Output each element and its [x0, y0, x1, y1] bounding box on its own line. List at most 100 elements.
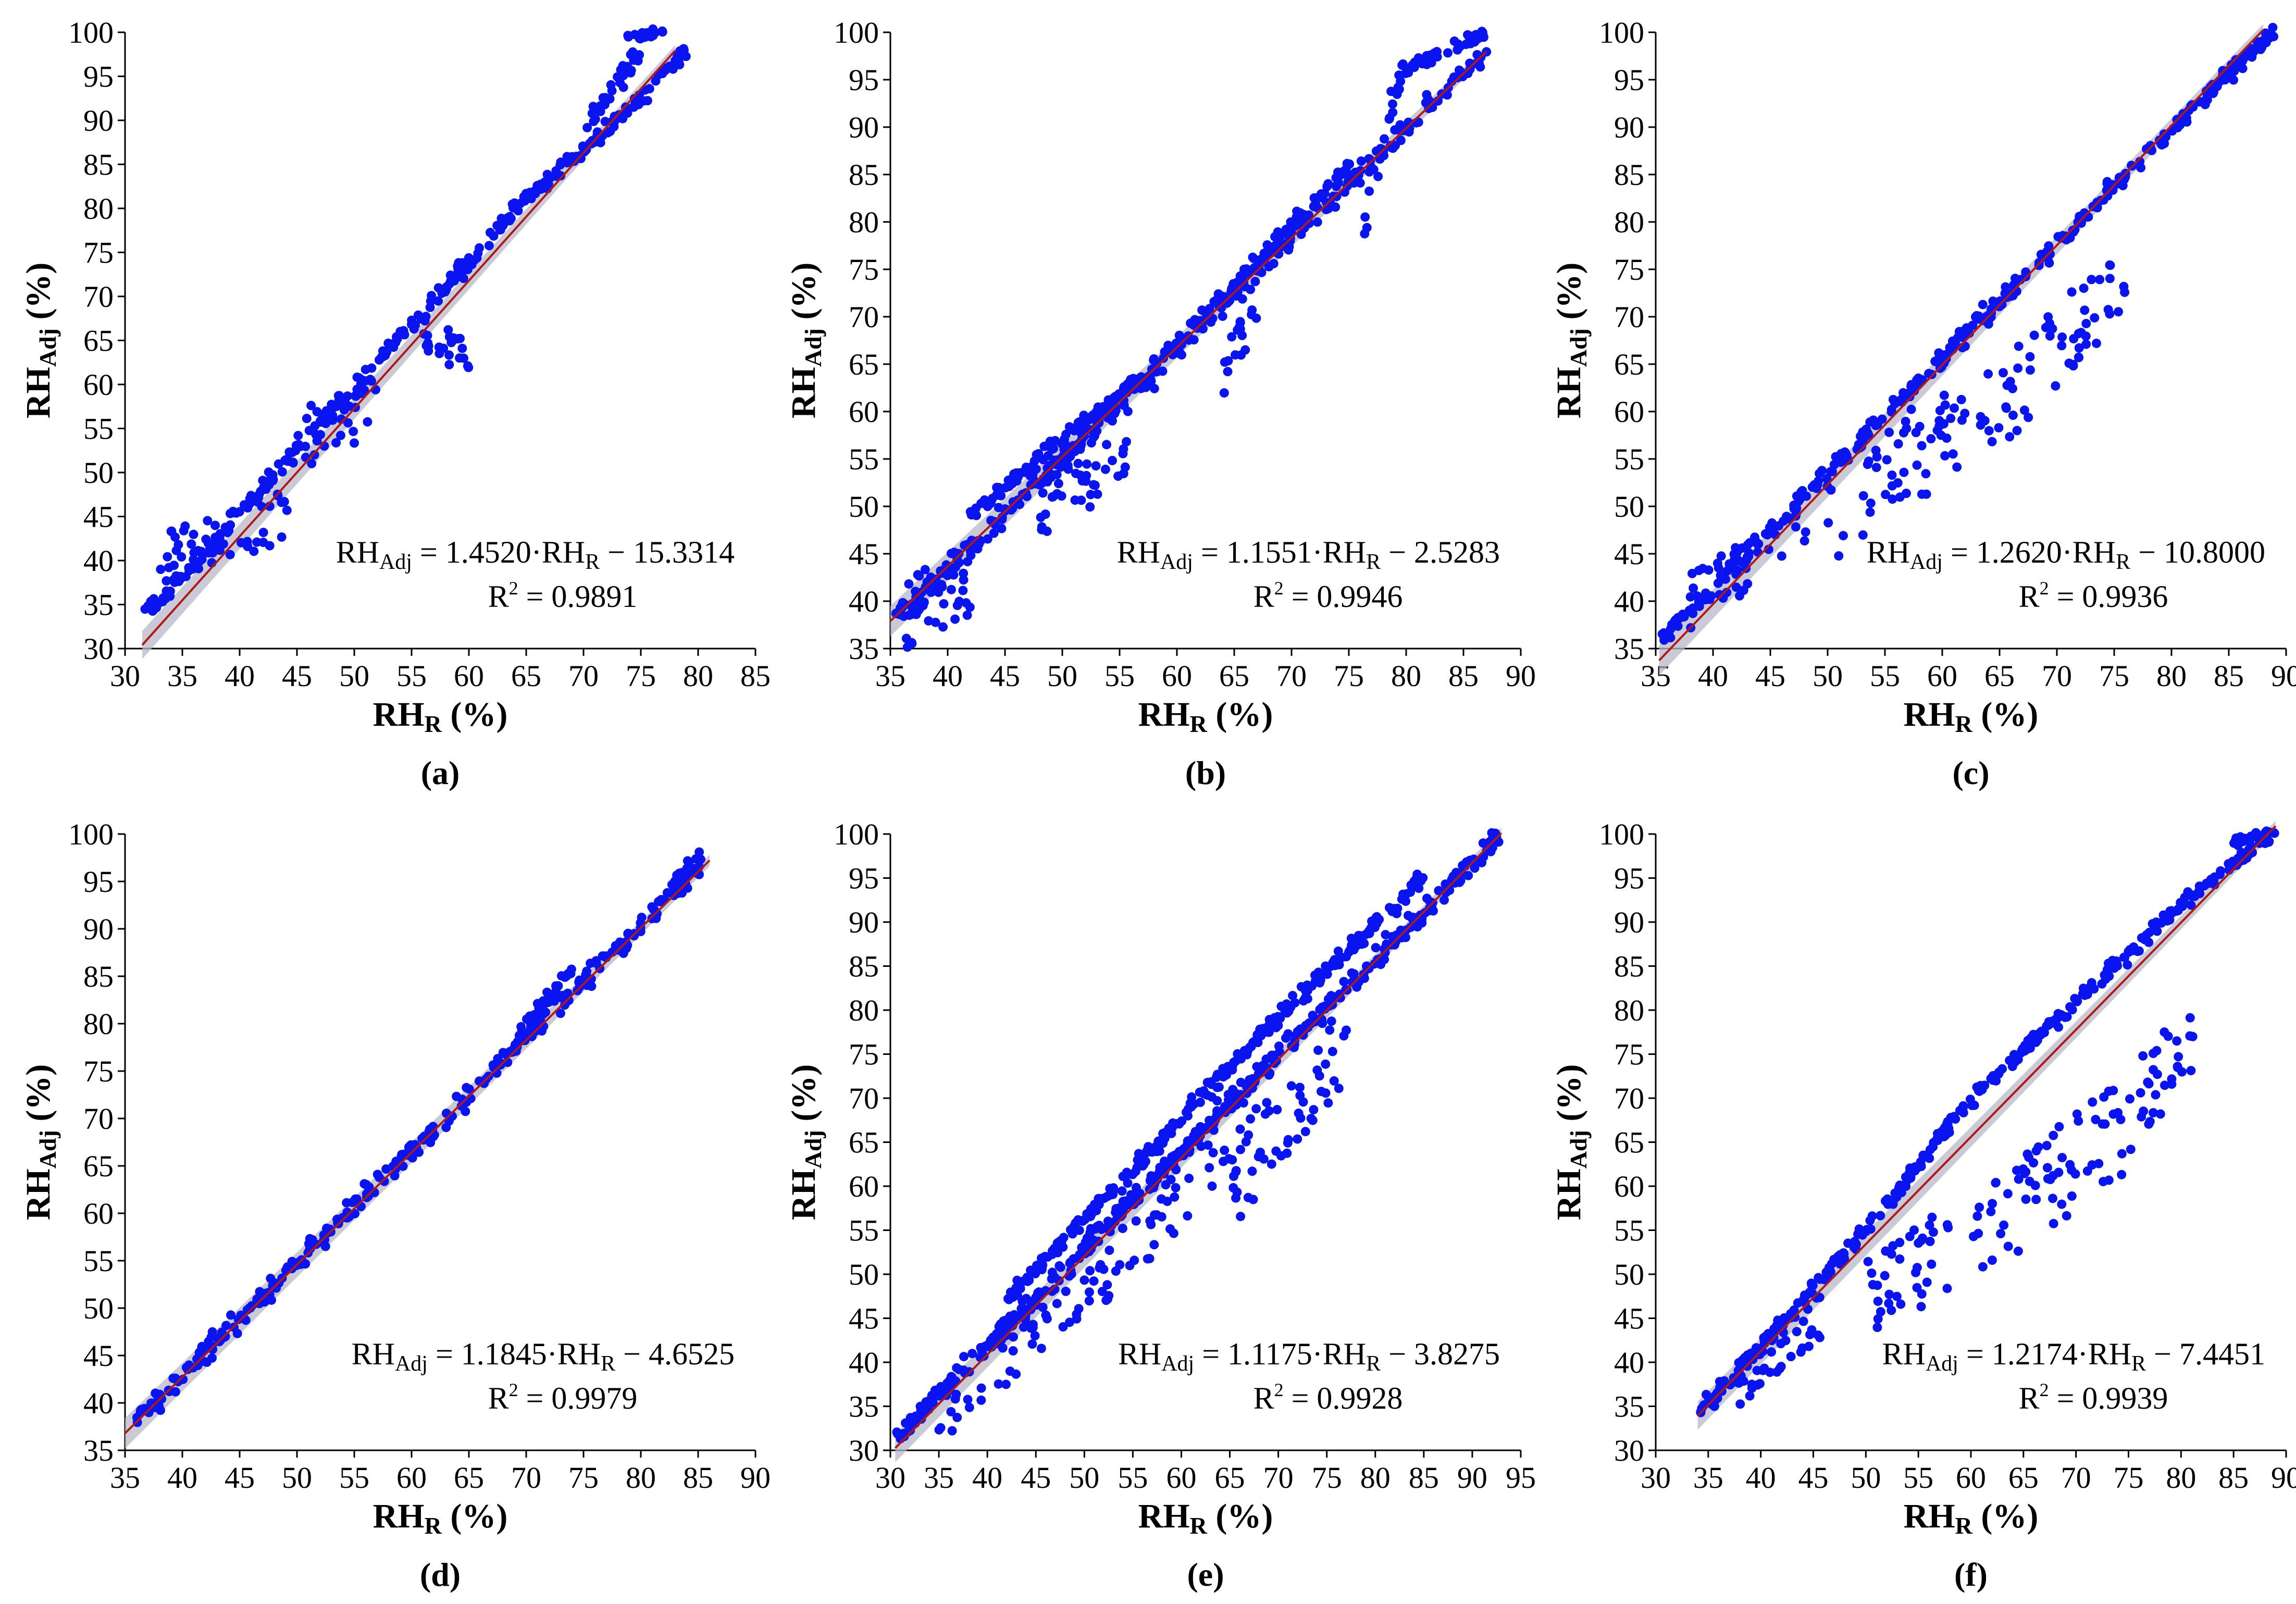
data-point [252, 1294, 262, 1304]
data-point [1312, 1065, 1322, 1075]
y-tick-label: 50 [1614, 490, 1644, 524]
data-point [1858, 530, 1868, 540]
data-point [1406, 880, 1416, 890]
data-point [2172, 1036, 2182, 1046]
data-point [1030, 1331, 1040, 1340]
data-point [1323, 1098, 1333, 1108]
data-point [164, 1387, 174, 1397]
data-point [1857, 431, 1867, 441]
data-point [2074, 352, 2083, 362]
data-point [1360, 212, 1370, 222]
data-point [1671, 615, 1681, 625]
data-point [2054, 1167, 2064, 1177]
data-point [2149, 1065, 2158, 1075]
panel-label: (e) [1187, 1556, 1224, 1593]
data-point [1863, 459, 1872, 469]
y-tick-label: 30 [1614, 1434, 1644, 1468]
x-axis-title-main: RH [1138, 1497, 1190, 1535]
data-point [1236, 1145, 1245, 1154]
data-point [1996, 1229, 2006, 1239]
data-point [1814, 1273, 1823, 1283]
data-point [1286, 217, 1296, 227]
data-point [2003, 1189, 2013, 1199]
r-squared: R2 = 0.9979 [488, 1379, 638, 1415]
data-point [1994, 423, 2004, 433]
scatter-points [891, 27, 1492, 652]
data-point [1308, 1011, 1318, 1021]
x-axis-title-unit: (%) [442, 695, 507, 733]
y-tick-label: 45 [1614, 537, 1644, 571]
data-point [1218, 312, 1227, 321]
data-point [1264, 1106, 1274, 1116]
data-point [1328, 958, 1338, 967]
data-point [634, 100, 643, 109]
data-point [959, 575, 969, 585]
y-tick-label: 70 [1614, 300, 1644, 334]
x-tick-label: 95 [1506, 1461, 1536, 1495]
data-point [208, 548, 218, 558]
y-axis-title-main: RH [19, 1168, 57, 1220]
data-point [1871, 463, 1881, 473]
data-point [961, 598, 971, 608]
y-tick-label: 40 [849, 585, 879, 618]
x-tick-label: 90 [1457, 1461, 1487, 1495]
data-point [1271, 1146, 1281, 1156]
y-tick-label: 45 [1614, 1302, 1644, 1336]
x-tick-label: 55 [339, 1461, 369, 1495]
data-point [1882, 1194, 1892, 1204]
regression-line [889, 51, 1487, 622]
equation-mid-sub: R [585, 550, 600, 574]
data-point [1084, 1296, 1094, 1305]
data-point [249, 546, 259, 556]
data-point [2078, 984, 2088, 993]
data-point [1393, 82, 1403, 92]
data-point [2104, 1086, 2114, 1096]
chart-panel-b: 35 40 45 50 55 60 65 70 75 80 85 90 35 40 45 50 55 60 65 70… [765, 0, 1536, 802]
y-tick-label: 65 [849, 347, 879, 381]
data-point [455, 353, 464, 363]
data-point [1791, 522, 1801, 532]
data-point [1852, 1239, 1861, 1249]
data-point [2025, 352, 2035, 362]
x-tick-label: 70 [1276, 659, 1307, 693]
y-tick-label: 85 [83, 148, 114, 182]
y-tick-label: 95 [83, 865, 114, 899]
y-tick-label: 40 [83, 1386, 114, 1420]
data-point [1835, 454, 1845, 464]
data-point [1858, 491, 1868, 501]
data-point [1031, 464, 1041, 474]
data-point [316, 430, 325, 440]
y-tick-label: 100 [1599, 817, 1644, 851]
data-point [1892, 1291, 1902, 1301]
data-point [1220, 1146, 1230, 1155]
data-point [1782, 1314, 1791, 1324]
data-point [1926, 434, 1936, 444]
data-point [1085, 1287, 1094, 1297]
x-tick-label: 80 [626, 1461, 656, 1495]
data-point [1922, 1277, 1932, 1287]
x-tick-label: 85 [740, 659, 771, 693]
data-point [434, 342, 444, 352]
equation-mid: = 1.2174·RH [1958, 1337, 2131, 1371]
data-point [1197, 305, 1207, 315]
data-point [683, 867, 693, 877]
data-point [2031, 1195, 2041, 1204]
data-point [1722, 566, 1732, 576]
data-point [1118, 449, 1128, 458]
data-point [994, 1379, 1003, 1389]
y-tick-label: 85 [1614, 950, 1644, 984]
x-tick-label: 75 [1312, 1461, 1342, 1495]
data-point [1887, 1305, 1896, 1315]
x-tick-label: 80 [1360, 1461, 1391, 1495]
data-point [1005, 1366, 1015, 1376]
data-point [1242, 264, 1251, 274]
data-point [1884, 427, 1894, 437]
data-point [2013, 1246, 2023, 1256]
data-point [1873, 1296, 1883, 1306]
data-point [149, 594, 159, 604]
data-point [551, 171, 561, 181]
y-tick-label: 90 [83, 104, 114, 138]
regression-equation: RHAdj = 1.2174·RHR − 7.4451 [1882, 1337, 2265, 1376]
data-point [1739, 1376, 1748, 1386]
data-point [1296, 1113, 1306, 1123]
